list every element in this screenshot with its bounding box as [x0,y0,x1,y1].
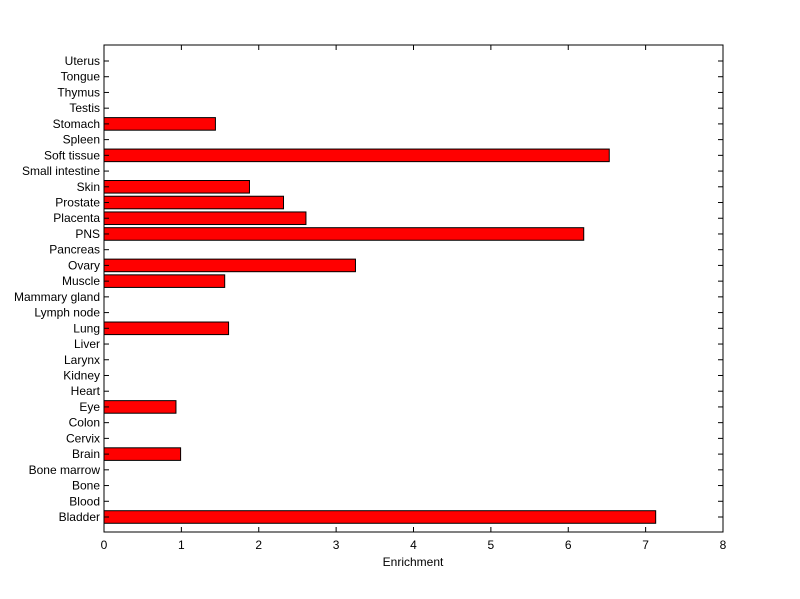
y-tick-label-cervix: Cervix [66,431,100,445]
bar-prostate [103,195,285,210]
x-tick-label-6: 6 [565,538,572,552]
bar-muscle [103,274,226,288]
y-tick-label-prostate: Prostate [55,196,100,210]
bar-bladder [103,510,657,524]
bar-ovary [103,258,356,273]
y-tick-label-skin: Skin [77,180,100,194]
bar-skin [103,180,250,194]
bar-stomach [103,117,216,131]
y-tick-label-liver: Liver [74,337,100,351]
y-tick-label-pns: PNS [75,227,100,241]
y-tick-label-placenta: Placenta [53,211,100,225]
x-tick-label-4: 4 [410,538,417,552]
x-tick-labels: 0 1 2 3 4 5 6 7 8 [101,538,727,552]
y-tick-label-colon: Colon [69,416,100,430]
x-tick-label-8: 8 [720,538,727,552]
y-tick-label-thymus: Thymus [57,85,100,99]
y-tick-label-spleen: Spleen [63,133,100,147]
y-tick-label-lymph-node: Lymph node [34,306,100,320]
x-axis-label: Enrichment [383,555,444,569]
x-tick-label-7: 7 [642,538,649,552]
bar-soft-tissue [103,148,610,163]
ticks-group [103,45,724,532]
bar-placenta [103,211,307,226]
x-tick-label-3: 3 [333,538,340,552]
y-tick-label-larynx: Larynx [64,353,100,367]
x-tick-label-2: 2 [255,538,262,552]
y-tick-label-lung: Lung [73,321,100,335]
y-tick-label-bone: Bone [72,479,100,493]
x-tick-label-0: 0 [101,538,108,552]
bar-eye [103,400,177,414]
x-tick-label-5: 5 [488,538,495,552]
y-tick-label-mammary-gland: Mammary gland [14,290,100,304]
y-tick-label-ovary: Ovary [68,258,100,272]
y-tick-label-blood: Blood [69,494,100,508]
x-tick-label-1: 1 [178,538,185,552]
y-tick-label-uterus: Uterus [65,54,100,68]
y-tick-label-soft-tissue: Soft tissue [44,148,100,162]
y-tick-label-bone-marrow: Bone marrow [29,463,101,477]
bar-lung [103,321,230,336]
y-tick-label-bladder: Bladder [59,510,100,524]
y-tick-label-kidney: Kidney [63,368,100,382]
y-tick-label-eye: Eye [79,400,100,414]
y-tick-label-testis: Testis [69,101,100,115]
y-tick-label-stomach: Stomach [53,117,100,131]
y-tick-label-tongue: Tongue [61,70,101,84]
y-tick-label-small-intestine: Small intestine [22,164,100,178]
y-tick-label-muscle: Muscle [62,274,100,288]
y-tick-label-heart: Heart [71,384,101,398]
bar-brain [103,447,182,461]
y-tick-label-brain: Brain [72,447,100,461]
y-tick-label-pancreas: Pancreas [49,243,100,257]
bar-pns [103,227,585,241]
